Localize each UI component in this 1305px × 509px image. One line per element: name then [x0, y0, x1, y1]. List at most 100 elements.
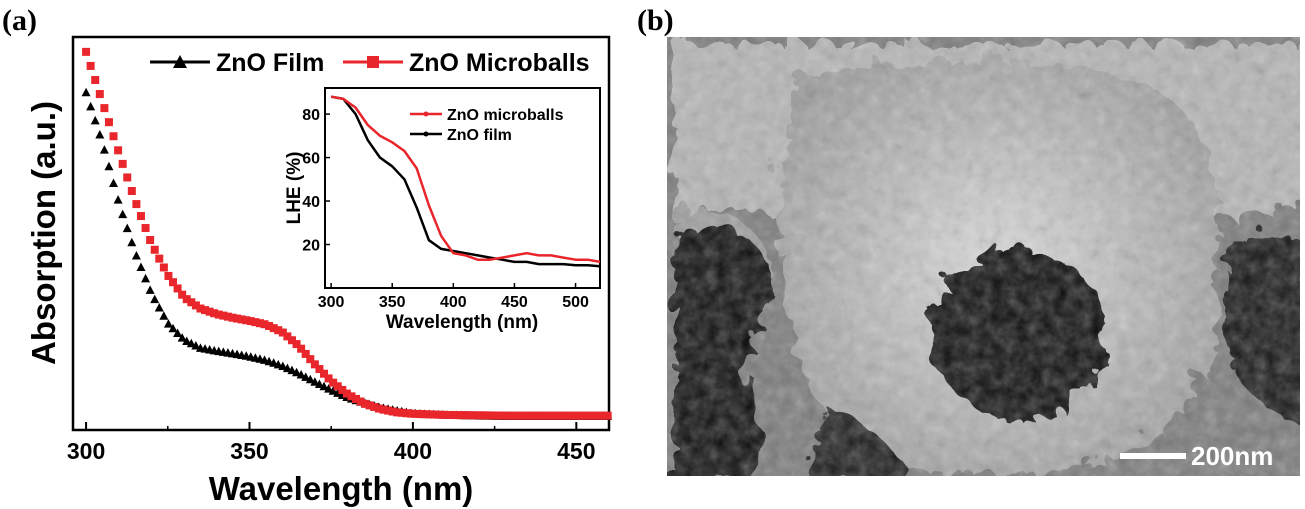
film-point: [154, 302, 164, 312]
main-series-zno-microballs: [82, 47, 612, 420]
inset-legend: ZnO microballs ZnO film: [410, 107, 564, 144]
microballs-point: [86, 61, 95, 70]
microballs-point: [301, 349, 310, 358]
microballs-point: [379, 405, 388, 414]
main-x-axis-label: Wavelength (nm): [209, 470, 474, 507]
film-point: [104, 161, 114, 171]
microballs-point: [397, 408, 406, 417]
microballs-point: [535, 411, 544, 420]
microballs-point: [178, 290, 187, 299]
microballs-point: [196, 304, 205, 313]
film-point: [150, 294, 160, 304]
microballs-point: [347, 392, 356, 401]
film-point: [177, 333, 187, 342]
microballs-point: [603, 411, 612, 420]
inset-series: [330, 95, 601, 268]
microballs-point: [255, 319, 264, 328]
film-point: [292, 367, 302, 377]
microballs-point: [553, 411, 562, 420]
film-point: [118, 209, 128, 219]
film-point: [145, 285, 155, 294]
inset-y-tick-label-0: 20: [302, 238, 320, 255]
microballs-point: [109, 132, 118, 141]
microballs-point: [466, 411, 475, 420]
microballs-point: [210, 309, 219, 318]
microballs-point: [329, 378, 338, 387]
microballs-point: [274, 326, 283, 335]
inset-x-tick-label-4: 500: [562, 294, 589, 311]
microballs-point: [548, 411, 557, 420]
main-plot-frame: [71, 35, 611, 432]
main-y-axis-label: Absorption (a.u.): [25, 101, 62, 365]
film-point: [319, 381, 329, 391]
microballs-point: [498, 411, 507, 420]
film-point: [95, 129, 105, 139]
film-point: [287, 365, 297, 375]
film-point: [168, 323, 178, 333]
microballs-point: [516, 411, 525, 420]
microballs-point: [594, 411, 603, 420]
microballs-point: [406, 409, 415, 418]
microballs-point: [237, 315, 246, 324]
legend-micro-marker: [367, 56, 379, 68]
microballs-point: [100, 104, 109, 113]
film-point: [136, 262, 146, 271]
microballs-point: [283, 332, 292, 341]
scale-bar-label: 200nm: [1191, 441, 1273, 471]
microballs-point: [150, 245, 159, 254]
inset-x-tick-label-0: 300: [318, 294, 345, 311]
microballs-point: [512, 411, 521, 420]
main-series: [81, 47, 613, 420]
microballs-point: [278, 328, 287, 337]
film-point: [163, 319, 173, 328]
inset-y-axis-label: LHE (%): [284, 152, 305, 225]
microballs-point: [448, 411, 457, 420]
microballs-point: [429, 410, 438, 419]
microballs-point: [384, 406, 393, 415]
microballs-point: [356, 397, 365, 406]
sem-micrograph: 200nm: [667, 37, 1300, 476]
inset-series-zno-microballs: [330, 95, 601, 264]
microballs-point: [228, 313, 237, 322]
film-point: [173, 328, 183, 337]
film-point: [90, 115, 100, 125]
microballs-point: [416, 410, 425, 419]
microballs-point: [393, 408, 402, 417]
legend-micro-label: ZnO Microballs: [409, 49, 590, 77]
microballs-point: [127, 186, 136, 195]
inset-legend-film-label: ZnO film: [447, 127, 512, 144]
microballs-point: [525, 411, 534, 420]
microballs-point: [338, 385, 347, 394]
microballs-point: [297, 344, 306, 353]
film-point: [305, 374, 315, 384]
main-chart: 300 350 400 450 Wavelength (nm) Absorption …: [25, 35, 613, 507]
microballs-point: [310, 360, 319, 369]
microballs-point: [242, 316, 251, 325]
film-point: [324, 384, 334, 393]
microballs-point: [292, 340, 301, 349]
microballs-point: [352, 394, 361, 403]
microballs-point: [320, 369, 329, 378]
microballs-point: [571, 411, 580, 420]
microballs-point: [169, 278, 178, 287]
main-x-tick-label-3: 450: [557, 438, 595, 464]
microballs-point: [589, 411, 598, 420]
film-point: [314, 379, 324, 388]
film-point: [122, 223, 132, 233]
microballs-point: [562, 411, 571, 420]
microballs-point: [306, 355, 315, 364]
microballs-point: [475, 411, 484, 420]
microballs-point: [461, 411, 470, 420]
inset-x-tick-label-1: 350: [379, 294, 406, 311]
microballs-point: [374, 404, 383, 413]
film-point: [301, 372, 311, 381]
inset-x-tick-label-2: 400: [440, 294, 467, 311]
legend-film-marker: [173, 55, 187, 68]
microballs-point: [324, 374, 333, 383]
microballs-point: [315, 365, 324, 374]
film-point: [109, 178, 119, 187]
microballs-point: [233, 314, 242, 323]
microballs-point: [480, 411, 489, 420]
microballs-point: [159, 263, 168, 272]
microballs-point: [438, 410, 447, 419]
